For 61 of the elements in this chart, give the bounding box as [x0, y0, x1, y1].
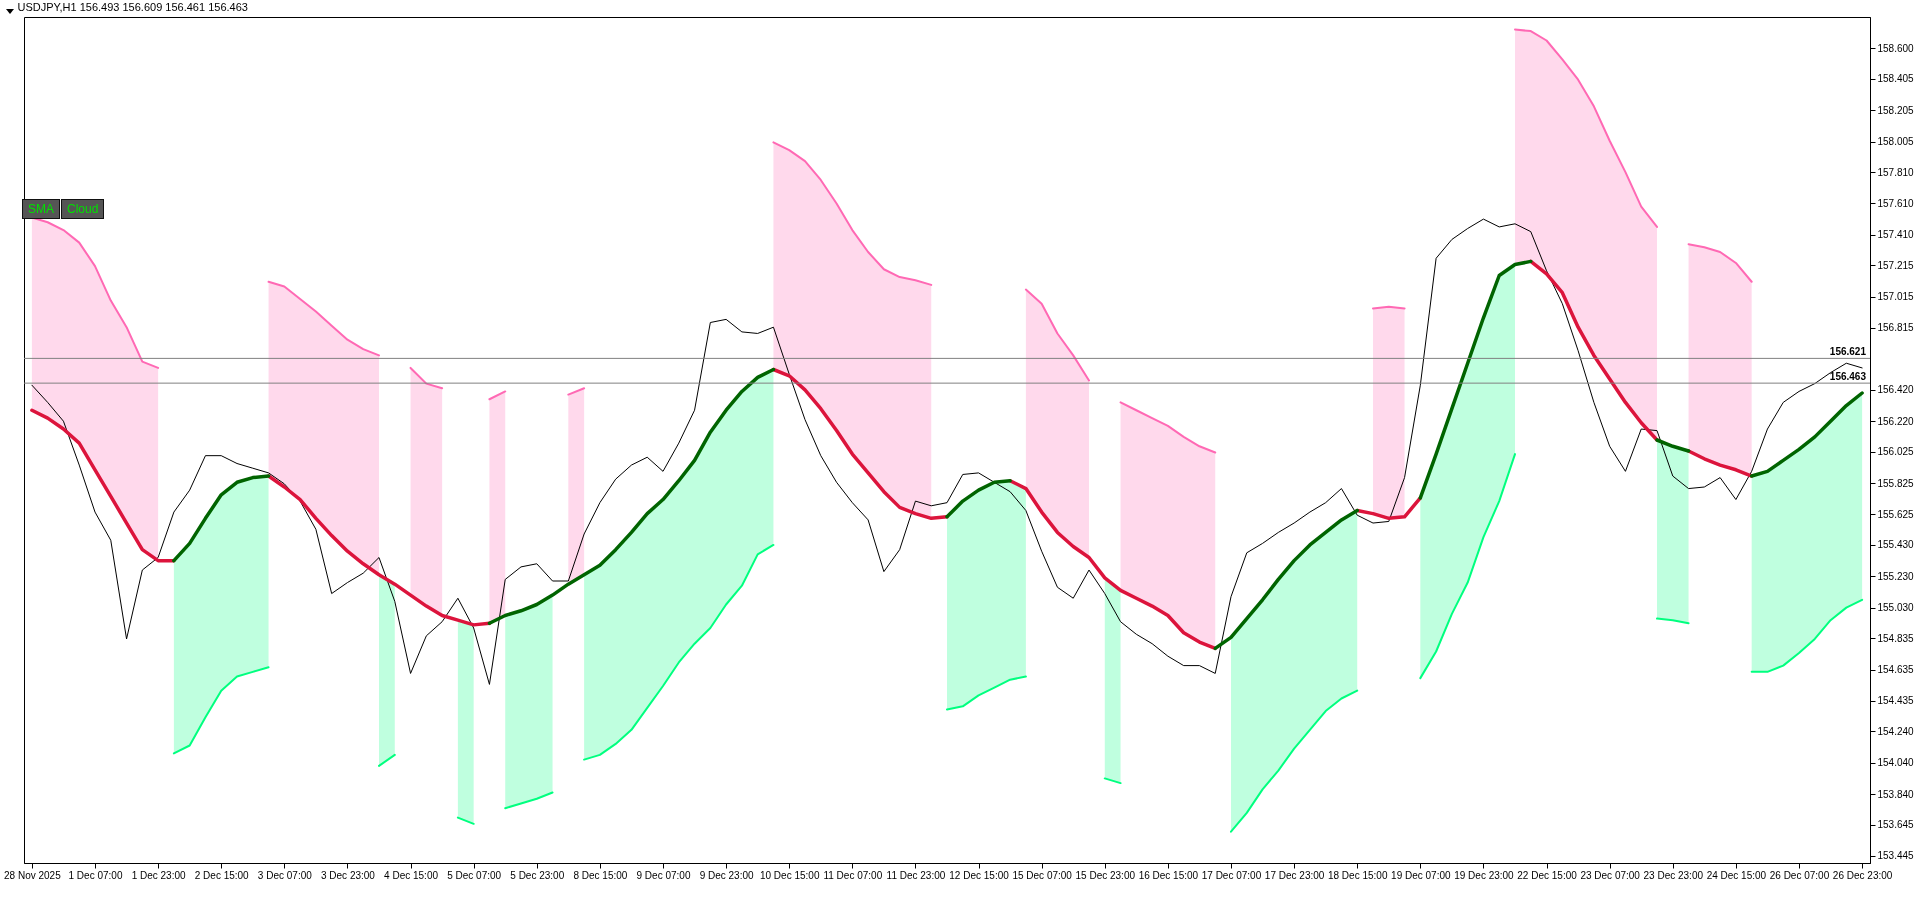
x-tick-label: 11 Dec 07:00 — [823, 869, 883, 881]
x-tick-label: 12 Dec 15:00 — [949, 869, 1010, 881]
x-tick-label: 11 Dec 23:00 — [886, 869, 946, 881]
y-tick-label: 155.625 — [1877, 508, 1915, 520]
x-tick-label: 17 Dec 23:00 — [1264, 869, 1325, 881]
x-tick-label: 3 Dec 23:00 — [320, 869, 376, 881]
x-tick-label: 8 Dec 15:00 — [573, 869, 628, 881]
y-tick-label: 157.015 — [1877, 291, 1915, 303]
y-tick-label: 157.610 — [1877, 197, 1915, 209]
y-tick-label: 155.030 — [1877, 602, 1915, 614]
y-tick-label: 154.040 — [1877, 757, 1915, 769]
x-tick-label: 22 Dec 15:00 — [1517, 869, 1578, 881]
y-tick-label: 158.600 — [1877, 42, 1915, 54]
ref-line-label: 156.621 — [1829, 346, 1867, 358]
y-tick-label: 154.240 — [1877, 725, 1915, 737]
x-tick-label: 18 Dec 15:00 — [1327, 869, 1388, 881]
y-tick-label: 158.005 — [1877, 136, 1915, 148]
annotation: SMA — [22, 199, 61, 219]
y-tick-label: 157.215 — [1877, 259, 1915, 271]
x-tick-label: 23 Dec 07:00 — [1580, 869, 1641, 881]
ref-line-label: 156.463 — [1829, 371, 1867, 383]
y-tick-label: 158.405 — [1877, 73, 1915, 85]
y-tick-label: 153.645 — [1877, 819, 1915, 831]
x-tick-label: 28 Nov 2025 — [4, 869, 62, 881]
y-tick-label: 158.205 — [1877, 104, 1915, 116]
x-tick-label: 26 Dec 23:00 — [1832, 869, 1893, 881]
y-tick-label: 157.410 — [1877, 229, 1915, 241]
x-tick-label: 24 Dec 15:00 — [1706, 869, 1767, 881]
y-tick-label: 156.420 — [1877, 384, 1915, 396]
y-tick-label: 154.435 — [1877, 695, 1915, 707]
y-tick-label: 154.635 — [1877, 664, 1915, 676]
x-tick-label: 17 Dec 07:00 — [1201, 869, 1262, 881]
x-tick-label: 5 Dec 23:00 — [510, 869, 565, 881]
x-tick-label: 2 Dec 15:00 — [194, 869, 250, 881]
x-tick-label: 1 Dec 07:00 — [68, 869, 123, 881]
x-tick-label: 15 Dec 23:00 — [1075, 869, 1136, 881]
x-tick-label: 19 Dec 23:00 — [1454, 869, 1515, 881]
y-tick-label: 156.815 — [1877, 322, 1915, 334]
x-tick-label: 10 Dec 15:00 — [759, 869, 820, 881]
x-tick-label: 4 Dec 15:00 — [384, 869, 439, 881]
x-tick-label: 9 Dec 23:00 — [699, 869, 755, 881]
y-tick-label: 155.430 — [1877, 539, 1915, 551]
y-tick-label: 156.220 — [1877, 415, 1915, 427]
y-tick-label: 153.445 — [1877, 850, 1915, 862]
x-tick-label: 15 Dec 07:00 — [1012, 869, 1073, 881]
x-tick-label: 1 Dec 23:00 — [131, 869, 187, 881]
y-tick-label: 153.840 — [1877, 788, 1915, 800]
y-tick-label: 156.025 — [1877, 446, 1915, 458]
x-tick-label: 19 Dec 07:00 — [1391, 869, 1452, 881]
y-tick-label: 154.835 — [1877, 632, 1915, 644]
y-tick-label: 155.230 — [1877, 570, 1915, 582]
x-tick-label: 5 Dec 07:00 — [447, 869, 502, 881]
x-tick-label: 23 Dec 23:00 — [1643, 869, 1704, 881]
chart-title: USDJPY,H1 156.493 156.609 156.461 156.463 — [17, 1, 248, 13]
x-tick-label: 9 Dec 07:00 — [636, 869, 691, 881]
annotation: Cloud — [61, 199, 105, 219]
y-tick-label: 155.825 — [1877, 477, 1915, 489]
x-tick-label: 26 Dec 07:00 — [1769, 869, 1830, 881]
y-tick-label: 157.810 — [1877, 166, 1915, 178]
x-tick-label: 16 Dec 15:00 — [1138, 869, 1199, 881]
x-tick-label: 3 Dec 07:00 — [257, 869, 313, 881]
